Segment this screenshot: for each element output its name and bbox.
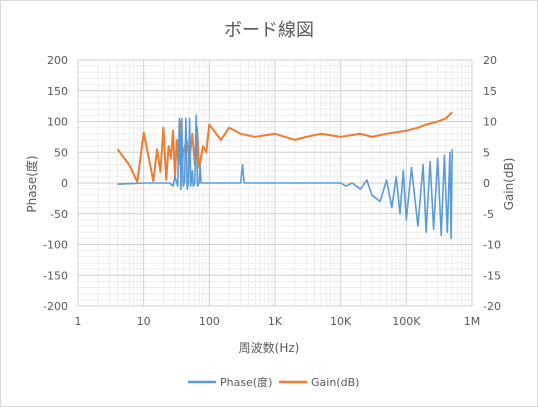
y-left-tick-label: 50 [54,146,68,159]
series-layer [116,111,453,240]
legend-label-gain: Gain(dB) [311,376,359,389]
x-tick-label: 10K [330,315,352,328]
y-axis-right-title: Gain(dB) [502,158,516,211]
x-tick-label: 100K [392,315,421,328]
y-left-tick-label: 200 [47,54,68,67]
y-left-tick-label: -100 [43,239,68,252]
y-left-tick-label: -200 [43,300,68,313]
x-tick-label: 1 [75,315,82,328]
y-right-tick-label: -20 [483,300,501,313]
y-right-tick-label: -5 [483,208,494,221]
x-tick-label: 1M [464,315,481,328]
y-left-tick-label: 100 [47,116,68,129]
y-left-tick-label: -150 [43,269,68,282]
y-right-tick-label: 5 [483,146,490,159]
y-right-tick-label: 10 [483,116,497,129]
legend: Phase(度) Gain(dB) [188,375,359,389]
chart-title: ボード線図 [224,20,314,41]
y-right-tick-label: 20 [483,54,497,67]
y-axis-left-title: Phase(度) [24,155,39,212]
tick-labels: 1 10 100 1K 10K 100K 1M200150100500-50-100-150… [43,54,501,328]
x-tick-label: 100 [199,315,220,328]
x-tick-label: 10 [137,315,151,328]
y-right-tick-label: -15 [483,269,501,282]
y-right-tick-label: 15 [483,85,497,98]
x-tick-label: 1K [268,315,283,328]
y-left-tick-label: 150 [47,85,68,98]
y-left-tick-label: 0 [61,177,68,190]
y-left-tick-label: -50 [50,208,68,221]
series-phase-line [117,114,453,240]
y-right-tick-label: -10 [483,239,501,252]
legend-label-phase: Phase(度) [220,375,272,389]
x-axis-title: 周波数(Hz) [239,340,300,355]
y-right-tick-label: 0 [483,177,490,190]
